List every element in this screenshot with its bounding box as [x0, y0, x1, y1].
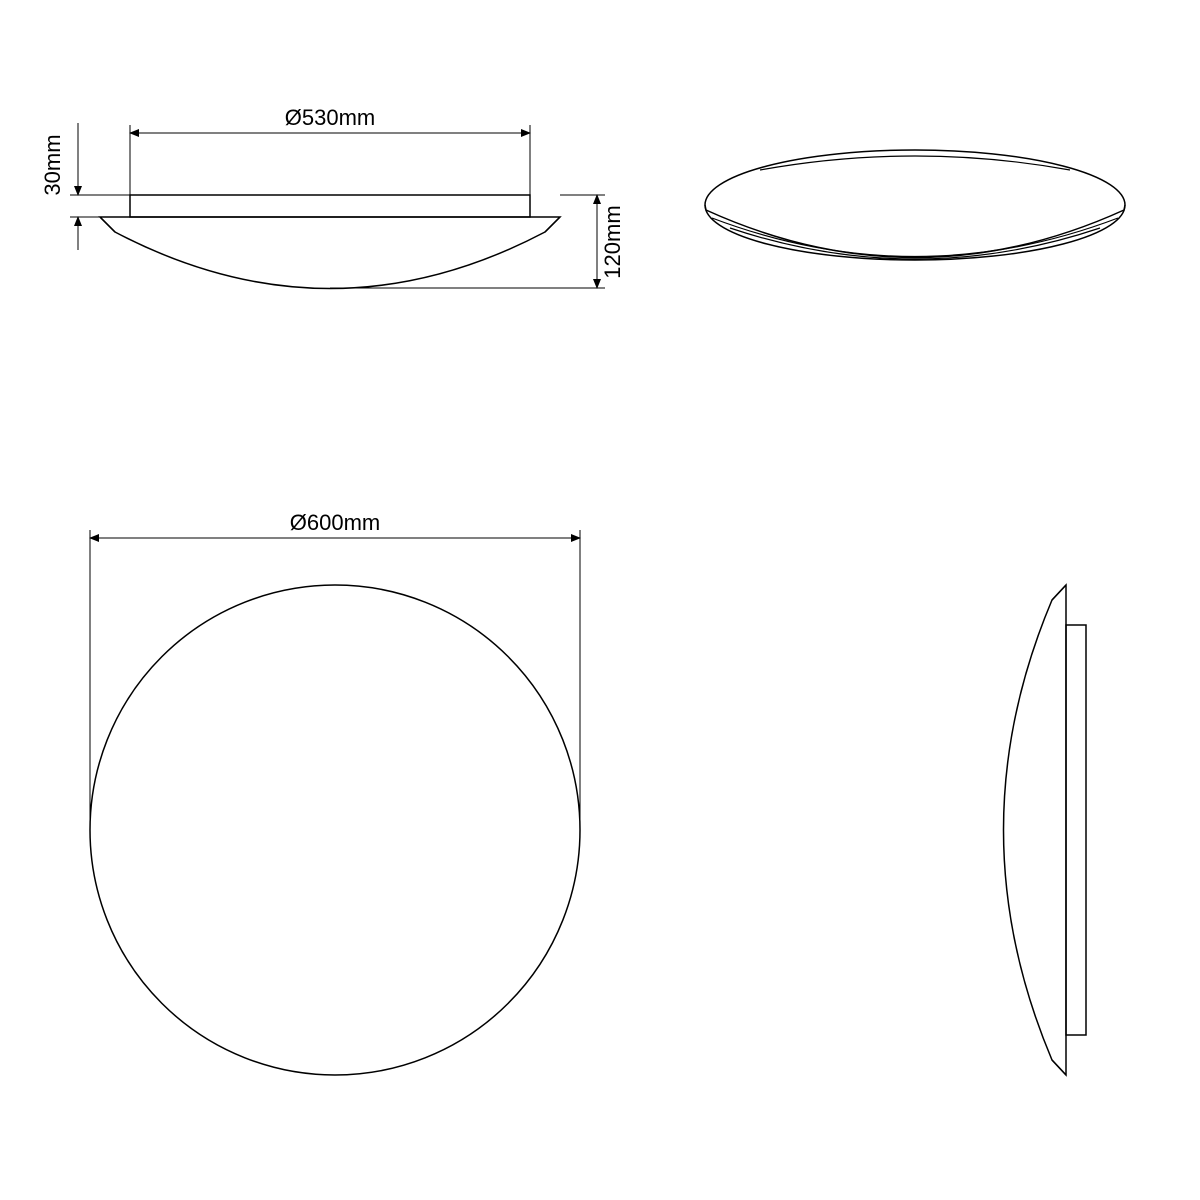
dome-front [100, 217, 560, 289]
technical-drawing: 30mm Ø530mm 120mm [0, 0, 1200, 1200]
dim-mount-diameter-label: Ø530mm [285, 105, 375, 130]
mount-plate [130, 195, 530, 217]
dim-mount-diameter: Ø530mm [130, 105, 530, 195]
dim-overall-diameter: Ø600mm [90, 510, 580, 830]
perspective-view [705, 150, 1125, 260]
plan-circle [90, 585, 580, 1075]
dim-mount-height: 30mm [40, 123, 130, 250]
plan-view: Ø600mm [90, 510, 580, 1075]
dim-overall-height-label: 120mm [600, 205, 625, 278]
front-elevation-view: 30mm Ø530mm 120mm [40, 105, 625, 289]
dim-overall-diameter-label: Ø600mm [290, 510, 380, 535]
dome-side [1004, 585, 1067, 1075]
dim-mount-height-label: 30mm [40, 134, 65, 195]
dim-overall-height: 120mm [330, 195, 625, 288]
side-elevation-view [1004, 585, 1087, 1075]
